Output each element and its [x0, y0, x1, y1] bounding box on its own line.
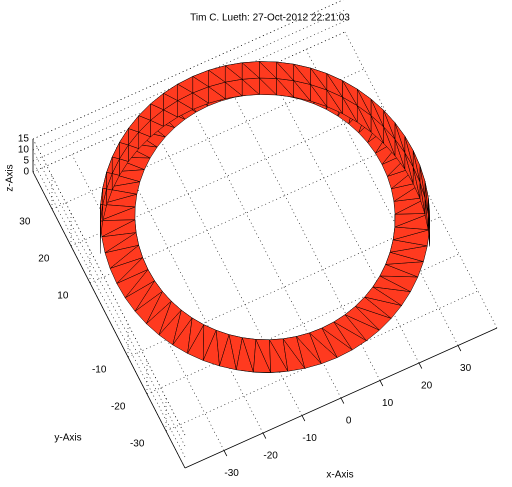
- tick-mark: [379, 380, 384, 387]
- outer-wall: [150, 93, 164, 111]
- z-tick-label: 15: [18, 134, 30, 145]
- x-axis-label: x-Axis: [326, 470, 353, 481]
- grid-line: [32, 31, 346, 173]
- outer-wall: [224, 62, 243, 80]
- y-tick-label: 20: [38, 254, 50, 265]
- x-tick-label: 0: [346, 415, 352, 426]
- outer-wall: [102, 172, 107, 190]
- tick-mark: [418, 362, 423, 369]
- outer-wall: [106, 156, 113, 174]
- y-tick-label: -30: [130, 439, 145, 450]
- outer-wall: [128, 115, 140, 133]
- outer-wall: [428, 196, 431, 231]
- outer-wall: [293, 63, 311, 85]
- grid-line: [32, 9, 346, 151]
- outer-wall: [100, 187, 103, 205]
- x-tick-label: 20: [421, 380, 433, 391]
- x-tick-label: -10: [302, 433, 317, 444]
- x-tick-label: 10: [382, 398, 394, 409]
- outer-wall: [192, 69, 209, 87]
- outer-wall: [208, 65, 226, 83]
- grid-line: [32, 20, 346, 162]
- outer-wall: [424, 180, 429, 214]
- x-tick-label: -30: [224, 468, 239, 479]
- tick-mark: [340, 397, 345, 404]
- grid-line: [32, 0, 344, 140]
- x-tick-label: -20: [263, 450, 278, 461]
- y-tick-label: 10: [57, 291, 69, 302]
- outer-wall: [276, 61, 294, 81]
- tick-mark: [457, 345, 462, 352]
- outer-wall: [326, 73, 343, 98]
- tick-mark: [262, 432, 267, 439]
- outer-wall: [119, 128, 129, 146]
- outer-wall: [419, 165, 426, 198]
- z-axis-label: z-Axis: [5, 164, 16, 191]
- outer-wall: [138, 103, 151, 121]
- outer-wall: [241, 61, 260, 79]
- y-axis-label: y-Axis: [54, 433, 81, 444]
- chart-title: Tim C. Lueth: 27-Oct-2012 22:21:03: [190, 13, 350, 24]
- outer-wall: [177, 76, 194, 94]
- y-tick-label: 30: [19, 217, 31, 228]
- outer-wall: [163, 83, 178, 101]
- y-tick-label: -10: [92, 365, 107, 376]
- outer-wall: [342, 80, 358, 106]
- outer-wall: [310, 67, 328, 91]
- axis-line: [32, 171, 186, 469]
- x-tick-label: 30: [460, 363, 472, 374]
- outer-wall: [412, 150, 421, 183]
- tick-mark: [301, 415, 306, 422]
- tick-mark: [223, 450, 228, 457]
- z-tick-label: 10: [18, 145, 30, 156]
- z-tick-label: 0: [23, 167, 29, 178]
- grid-line: [165, 290, 479, 432]
- y-tick-label: -20: [111, 402, 126, 413]
- outer-wall: [370, 98, 384, 128]
- z-tick-label: 5: [23, 156, 29, 167]
- outer-wall: [356, 88, 372, 116]
- outer-wall: [111, 142, 120, 160]
- outer-wall: [383, 110, 396, 140]
- outer-wall: [259, 61, 277, 79]
- outer-wall: [394, 122, 406, 153]
